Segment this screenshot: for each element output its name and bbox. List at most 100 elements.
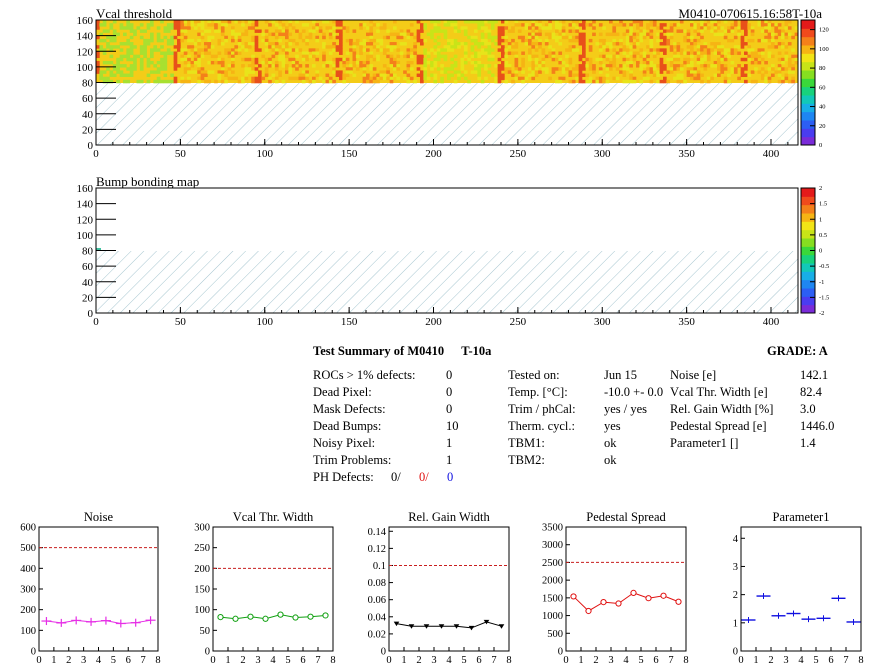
- heatmap-cell: [757, 23, 762, 27]
- heatmap-cell: [737, 45, 741, 49]
- heatmap-cell: [453, 26, 458, 30]
- heatmap-cell: [524, 26, 529, 30]
- heatmap-cell: [460, 26, 465, 30]
- heatmap-cell: [514, 64, 519, 68]
- heatmap-cell: [369, 64, 374, 68]
- heatmap-cell: [487, 54, 492, 59]
- heatmap-cell: [339, 45, 343, 49]
- heatmap-cell: [335, 45, 340, 49]
- heatmap-cell: [403, 54, 407, 59]
- heatmap-cell: [413, 42, 417, 46]
- heatmap-cell: [106, 76, 110, 81]
- heatmap-cell: [244, 42, 249, 46]
- heatmap-cell: [268, 60, 272, 65]
- heatmap-cell: [126, 51, 131, 55]
- heatmap-cell: [693, 38, 698, 43]
- heatmap-cell: [210, 54, 215, 59]
- heatmap-cell: [686, 67, 691, 71]
- heatmap-cell: [578, 67, 583, 71]
- scale-band: [801, 221, 815, 231]
- heatmap-cell: [787, 60, 792, 65]
- heatmap-cell: [595, 57, 600, 62]
- heatmap-cell: [490, 35, 495, 40]
- heatmap-cell: [777, 23, 782, 27]
- heatmap-cell: [102, 60, 107, 65]
- heatmap-cell: [578, 57, 583, 62]
- y-tick-label: 0.06: [368, 595, 386, 606]
- scale-tick-label: 100: [819, 46, 829, 53]
- heatmap-cell: [690, 20, 694, 24]
- heatmap-cell: [632, 57, 637, 62]
- heatmap-cell: [463, 76, 468, 81]
- heatmap-cell: [605, 48, 610, 52]
- y-tick-label: 140: [77, 31, 94, 43]
- heatmap-cell: [372, 45, 377, 49]
- heatmap-cell: [187, 76, 191, 81]
- heatmap-cell: [406, 51, 411, 55]
- chart-frame: [565, 526, 687, 652]
- heatmap-cell: [544, 67, 549, 71]
- heatmap-cell: [423, 57, 428, 62]
- heatmap-cell: [747, 73, 752, 77]
- heatmap-cell: [484, 29, 488, 33]
- heatmap-cell: [359, 42, 363, 46]
- heatmap-cell: [686, 38, 691, 43]
- heatmap-cell: [744, 26, 748, 30]
- heatmap-cell: [490, 26, 495, 30]
- heatmap-cell: [717, 67, 721, 71]
- heatmap-cell: [423, 73, 428, 77]
- heatmap-cell: [744, 51, 748, 55]
- heatmap-cell: [123, 42, 127, 46]
- heatmap-cell: [359, 60, 363, 65]
- heatmap-cell: [494, 64, 498, 68]
- heatmap-cell: [730, 51, 735, 55]
- heatmap-cell: [443, 67, 448, 71]
- heatmap-cell: [382, 48, 387, 52]
- heatmap-cell: [487, 35, 492, 40]
- heatmap-cell: [727, 29, 731, 33]
- heatmap-cell: [700, 57, 704, 62]
- heatmap-cell: [369, 32, 374, 37]
- heatmap-cell: [187, 57, 191, 62]
- heatmap-cell: [744, 20, 748, 24]
- heatmap-cell: [190, 64, 195, 68]
- heatmap-cell: [298, 48, 303, 52]
- x-tick-label: 0: [36, 655, 41, 666]
- x-tick-label: 3: [783, 655, 788, 666]
- scale-band: [801, 288, 815, 297]
- heatmap-cell: [501, 51, 505, 55]
- data-point: [756, 593, 771, 600]
- heatmap-cell: [582, 60, 586, 65]
- heatmap-cell: [673, 64, 677, 68]
- heatmap-cell: [271, 45, 276, 49]
- heatmap-cell: [376, 23, 380, 27]
- heatmap-cell: [713, 45, 718, 49]
- heatmap-cell: [669, 32, 674, 37]
- heatmap-cell: [382, 76, 387, 81]
- heatmap-cell: [683, 79, 687, 84]
- heatmap-cell: [328, 45, 333, 49]
- x-tick-label: 250: [510, 148, 527, 160]
- heatmap-cell: [386, 48, 390, 52]
- heatmap-cell: [636, 26, 640, 30]
- heatmap-cell: [474, 38, 478, 43]
- heatmap-cell: [575, 29, 579, 33]
- heatmap-cell: [700, 23, 704, 27]
- heatmap-cell: [713, 51, 718, 55]
- heatmap-cell: [561, 67, 566, 71]
- heatmap-cell: [217, 60, 222, 65]
- heatmap-cell: [757, 20, 762, 24]
- x-tick-label: 5: [461, 655, 466, 666]
- heatmap-cell: [112, 64, 117, 68]
- y-tick-label: 600: [20, 523, 36, 534]
- heatmap-cell: [477, 26, 482, 30]
- heatmap-cell: [227, 48, 232, 52]
- heatmap-cell: [784, 23, 789, 27]
- heatmap-cell: [598, 60, 603, 65]
- heatmap-cell: [706, 26, 711, 30]
- heatmap-cell: [362, 60, 367, 65]
- heatmap-cell: [129, 57, 134, 62]
- heatmap-cell: [504, 20, 509, 24]
- heatmap-cell: [686, 70, 691, 74]
- heatmap-cell: [150, 60, 154, 65]
